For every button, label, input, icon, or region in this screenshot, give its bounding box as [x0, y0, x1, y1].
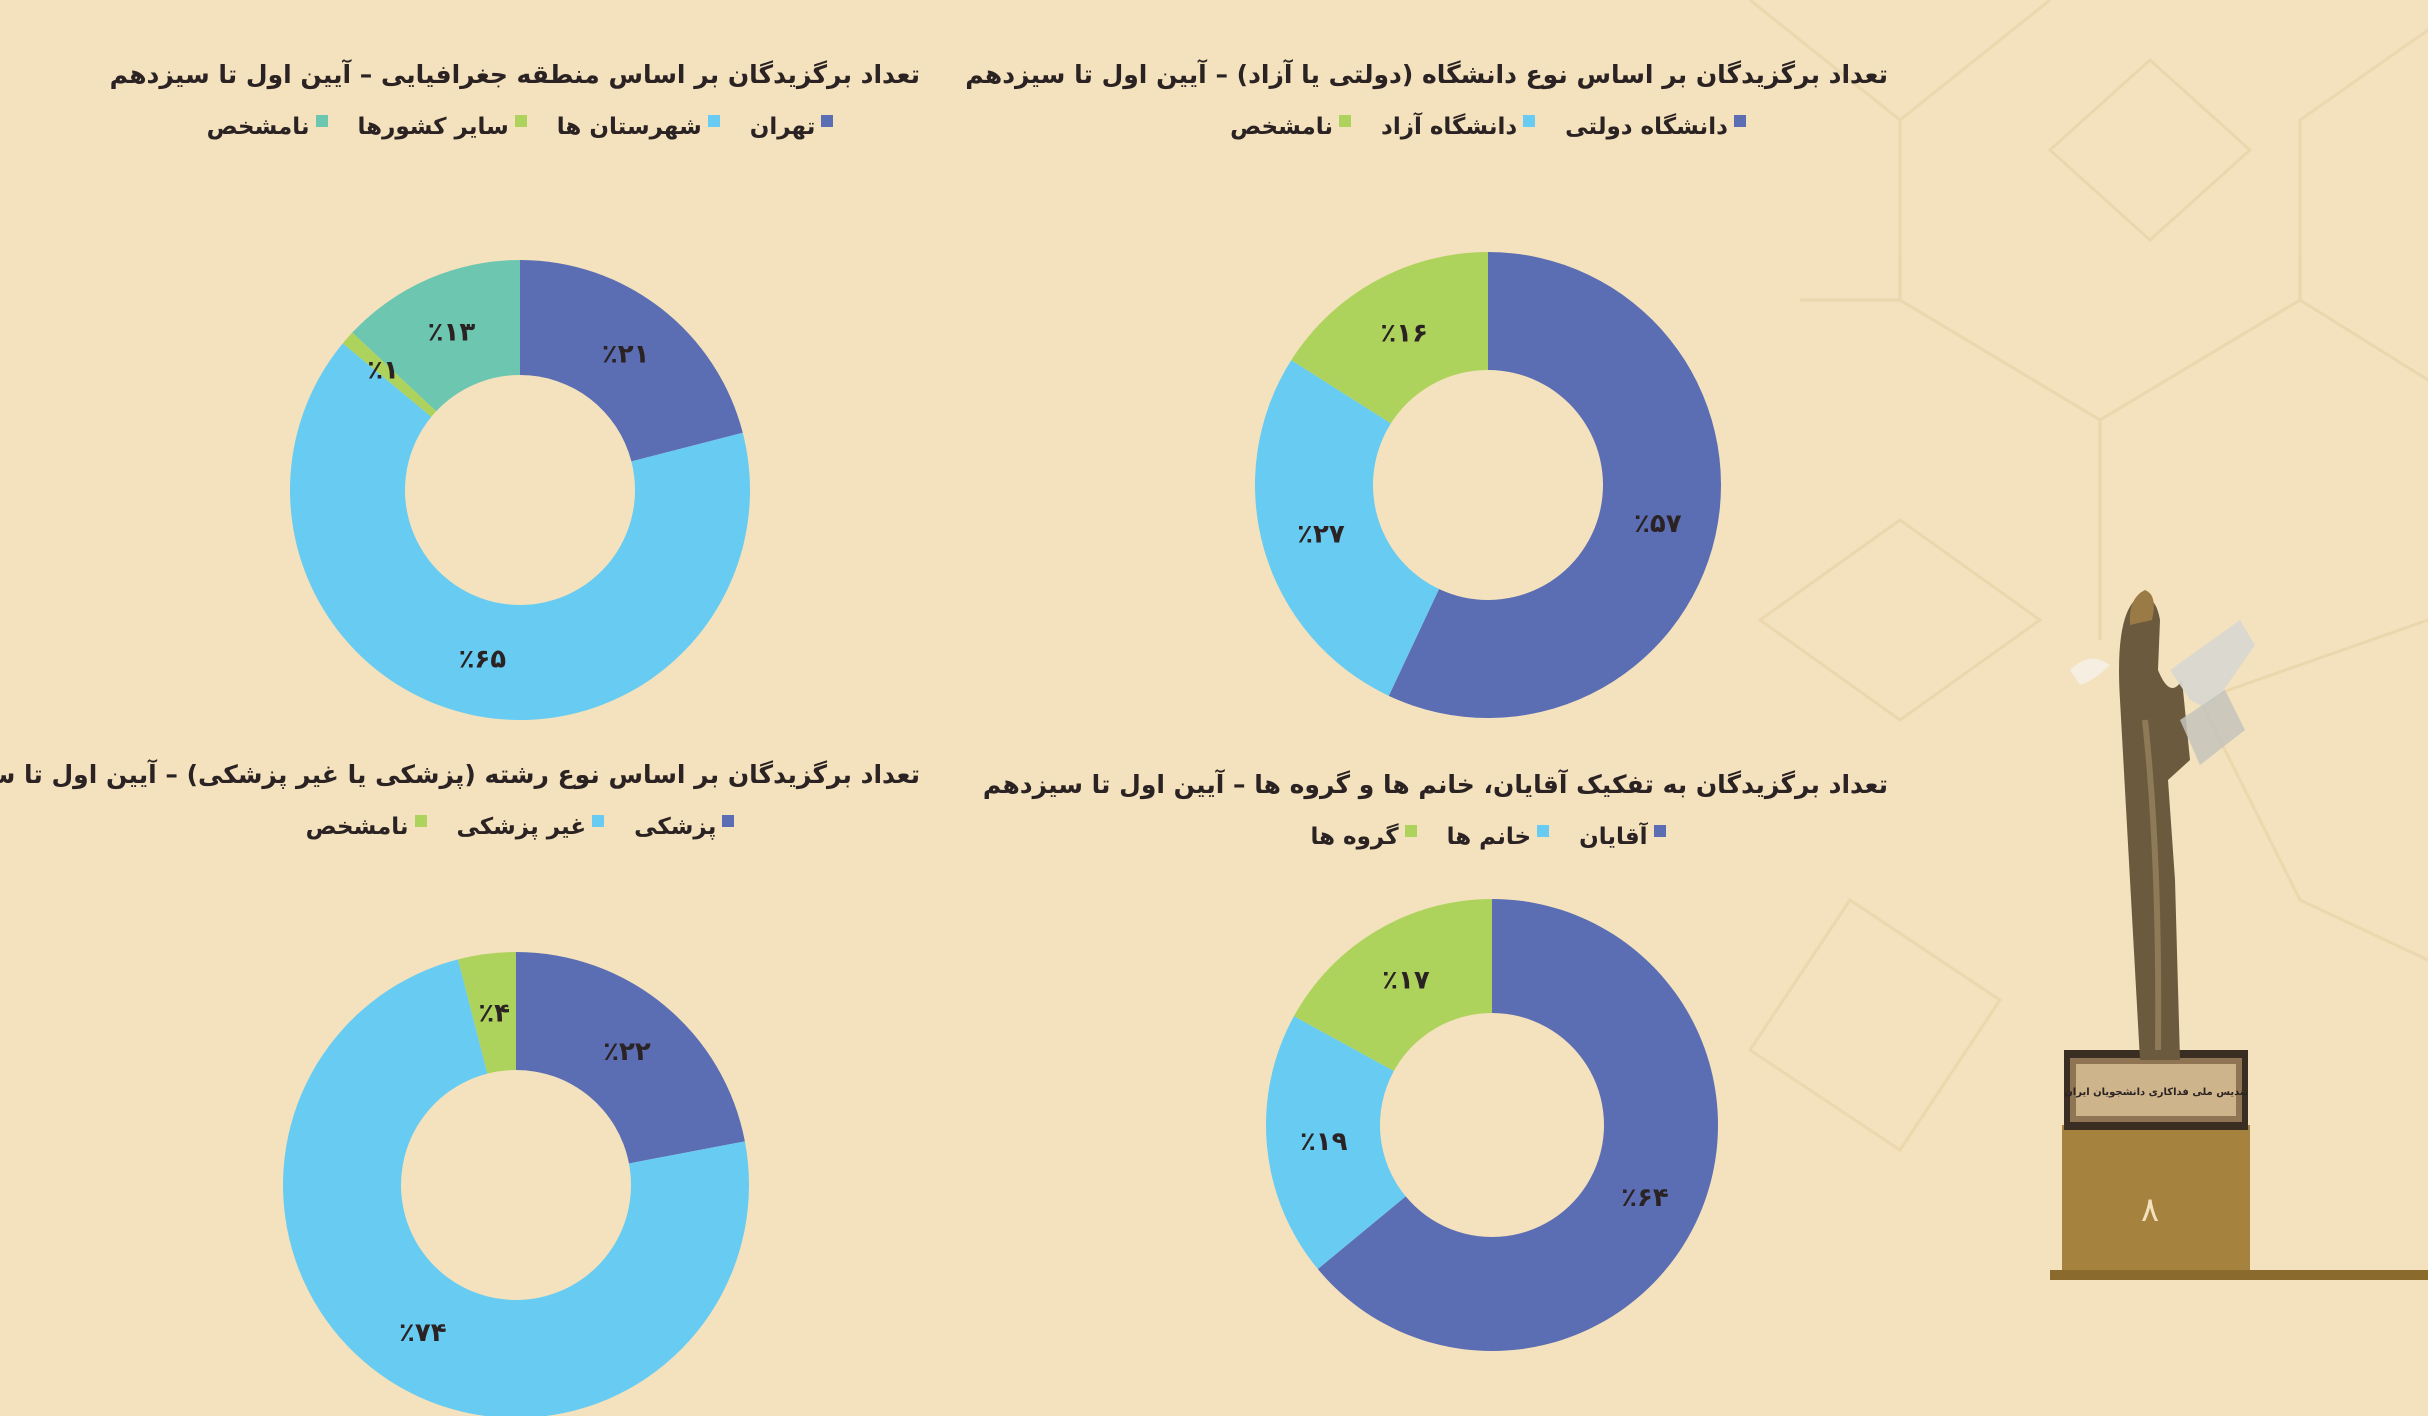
legend-swatch: [1404, 825, 1417, 837]
slice-data-label: ٪۱: [367, 355, 399, 385]
page-number: ۸: [2140, 1190, 2160, 1230]
donut-slice: [1255, 360, 1440, 696]
legend-label: نامشخص: [206, 114, 310, 140]
chart-title: تعداد برگزیدگان بر اساس نوع رشته (پزشکی …: [0, 760, 920, 789]
donut-slice: [458, 952, 516, 1074]
slice-data-label: ٪۷۴: [399, 1318, 447, 1348]
slice-data-label: ٪۲۱: [602, 340, 650, 370]
donut-slice: [289, 343, 750, 720]
legend-label: دانشگاه دولتی: [1565, 114, 1728, 140]
legend-item-women: خانم ها: [1446, 824, 1550, 850]
slice-data-label: ٪۶۴: [1621, 1183, 1669, 1213]
donut-slice: [1293, 899, 1492, 1072]
slice-data-label: ٪۲۷: [1297, 520, 1345, 550]
chart-gender-groups: تعداد برگزیدگان به تفکیک آقایان، خانم ها…: [982, 770, 1888, 1370]
slice-data-label: ٪۴: [478, 998, 510, 1028]
donut-slice: [1266, 1016, 1406, 1270]
donut-chart: ٪۲۲ ٪۷۴ ٪۴: [283, 952, 749, 1416]
legend-label: دانشگاه آزاد: [1381, 114, 1518, 140]
legend-item-men: آقایان: [1579, 824, 1666, 850]
donut-slice: [283, 959, 749, 1416]
legend-label: سایر کشورها: [357, 114, 509, 140]
donut-slice: [1388, 252, 1721, 718]
legend-item-unknown: نامشخص: [306, 814, 427, 840]
legend-swatch: [1523, 115, 1536, 127]
slice-data-label: ٪۱۳: [428, 318, 476, 348]
legend-label: گروه ها: [1310, 824, 1399, 850]
legend-item-azad-university: دانشگاه آزاد: [1381, 114, 1536, 140]
slice-data-label: ٪۶۵: [459, 644, 507, 674]
legend-swatch: [592, 815, 605, 827]
legend-item-medical: پزشکی: [634, 814, 735, 840]
legend-label: تهران: [749, 114, 816, 140]
slice-data-label: ٪۱۶: [1380, 319, 1428, 349]
chart-title: تعداد برگزیدگان به تفکیک آقایان، خانم ها…: [982, 770, 1888, 799]
legend-swatch: [821, 115, 834, 127]
chart-legend: دانشگاه دولتی دانشگاه آزاد نامشخص: [1088, 114, 1888, 140]
legend-item-tehran: تهران: [750, 114, 834, 140]
donut-chart: ٪۲۱ ٪۶۵ ٪۱ ٪۱۳: [289, 260, 750, 720]
legend-item-provinces: شهرستان ها: [557, 114, 720, 140]
chart-legend: پزشکی غیر پزشکی نامشخص: [120, 814, 920, 840]
legend-item-unknown: نامشخص: [207, 114, 328, 140]
slice-data-label: ٪۱۷: [1382, 966, 1430, 996]
legend-label: خانم ها: [1446, 824, 1532, 850]
legend-label: پزشکی: [634, 814, 717, 840]
legend-label: نامشخص: [1230, 114, 1334, 140]
donut-slice: [1317, 899, 1718, 1351]
chart-field-of-study: تعداد برگزیدگان بر اساس نوع رشته (پزشکی …: [0, 760, 920, 1416]
legend-label: شهرستان ها: [556, 114, 702, 140]
legend-swatch: [514, 115, 527, 127]
legend-item-other-countries: سایر کشورها: [358, 114, 527, 140]
chart-university-type: تعداد برگزیدگان بر اساس نوع دانشگاه (دول…: [965, 60, 1888, 718]
chart-geographic-region: تعداد برگزیدگان بر اساس منطقه جغرافیایی …: [109, 60, 920, 720]
legend-label: آقایان: [1579, 824, 1648, 850]
legend-label: نامشخص: [305, 814, 409, 840]
legend-swatch: [1653, 825, 1666, 837]
legend-swatch: [315, 115, 328, 127]
donut-chart: ٪۵۷ ٪۲۷ ٪۱۶: [1255, 252, 1721, 718]
legend-item-groups: گروه ها: [1310, 824, 1417, 850]
legend-swatch: [1339, 115, 1352, 127]
donut-slice: [520, 260, 743, 462]
legend-swatch: [1537, 825, 1550, 837]
legend-swatch: [707, 115, 720, 127]
legend-label: غیر پزشکی: [456, 814, 587, 840]
chart-legend: آقایان خانم ها گروه ها: [1088, 824, 1888, 850]
legend-swatch: [414, 815, 427, 827]
legend-swatch: [722, 815, 735, 827]
chart-legend: تهران شهرستان ها سایر کشورها نامشخص: [120, 114, 920, 140]
legend-swatch: [1733, 115, 1746, 127]
donut-slice: [352, 260, 520, 412]
slice-data-label: ٪۱۹: [1300, 1127, 1348, 1157]
legend-item-non-medical: غیر پزشکی: [457, 814, 605, 840]
slice-data-label: ٪۲۲: [603, 1037, 651, 1067]
donut-slice: [1291, 252, 1488, 424]
chart-title: تعداد برگزیدگان بر اساس منطقه جغرافیایی …: [109, 60, 920, 89]
donut-slice: [516, 952, 745, 1164]
legend-item-unknown: نامشخص: [1230, 114, 1352, 140]
trophy-statue-image: تندیس ملی فداکاری دانشجویان ایران: [2050, 590, 2428, 1280]
trophy-plaque-text: تندیس ملی فداکاری دانشجویان ایران: [2064, 1087, 2248, 1098]
chart-title: تعداد برگزیدگان بر اساس نوع دانشگاه (دول…: [965, 60, 1888, 89]
donut-slice: [342, 332, 437, 417]
donut-chart: ٪۶۴ ٪۱۹ ٪۱۷: [1266, 899, 1718, 1351]
slice-data-label: ٪۵۷: [1634, 509, 1682, 539]
legend-item-state-university: دانشگاه دولتی: [1565, 114, 1746, 140]
